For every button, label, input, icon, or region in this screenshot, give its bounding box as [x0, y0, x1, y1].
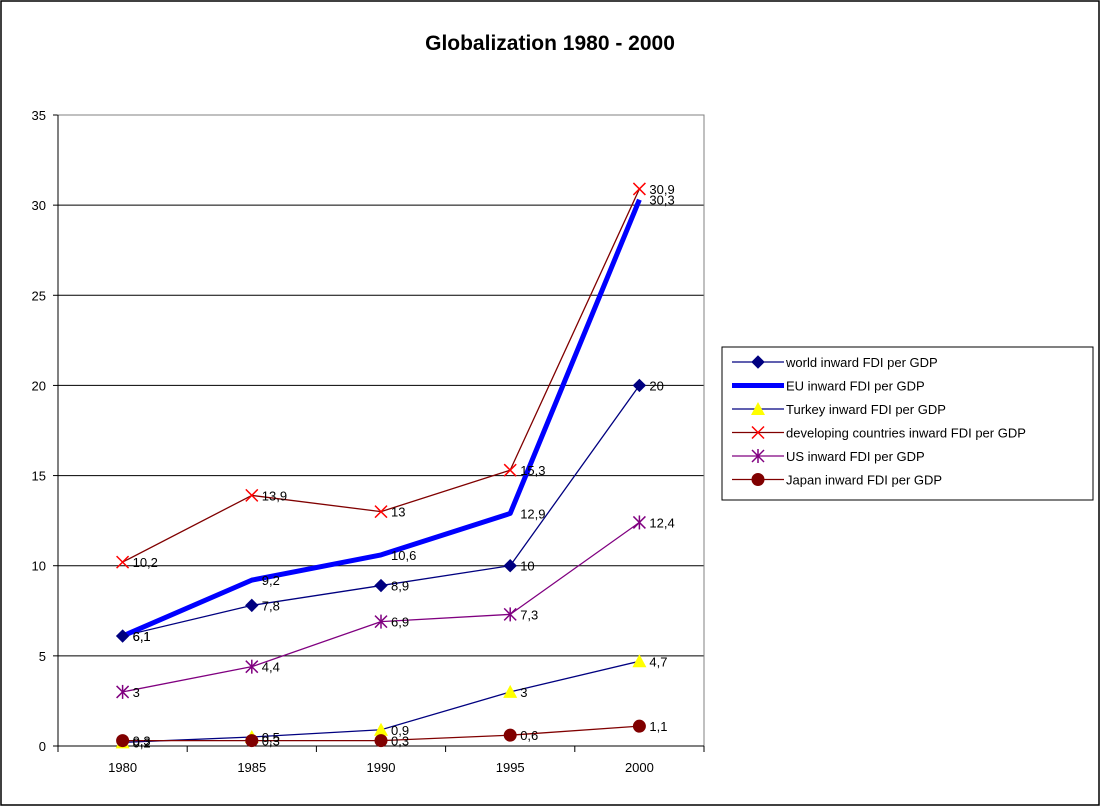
- data-point-s5-3: [503, 728, 517, 742]
- data-point-s4-0: [116, 684, 130, 699]
- data-label-s1-2: 10,6: [391, 548, 416, 563]
- data-point-s0-0: [115, 629, 130, 643]
- data-point-s3-4-stroke: [632, 182, 646, 196]
- y-tick-label: 0: [39, 739, 46, 754]
- legend-marker-stroke: [751, 425, 765, 440]
- data-label-s3-2: 13: [391, 505, 405, 520]
- data-label-s1-0: 6,1: [133, 629, 151, 644]
- series-line-1: [121, 198, 642, 639]
- data-point-s4-2: [374, 614, 388, 629]
- data-label-s5-0: 0,3: [133, 734, 151, 749]
- data-label-s5-4: 1,1: [649, 719, 667, 734]
- legend-item: EU inward FDI per GDP: [732, 379, 925, 394]
- data-label-s1-4: 30,3: [649, 193, 674, 208]
- data-label-s5-2: 0,3: [391, 734, 409, 749]
- legend-label: world inward FDI per GDP: [785, 355, 938, 370]
- data-label-s2-1: 0,5: [262, 730, 280, 745]
- y-tick-label: 30: [32, 198, 46, 213]
- data-point-s2-2: [374, 722, 388, 736]
- data-label-s4-0: 3: [133, 685, 140, 700]
- data-point-s5-2: [374, 734, 388, 748]
- chart-title: Globalization 1980 - 2000: [425, 32, 675, 55]
- legend-marker: [751, 402, 765, 415]
- data-point-s3-1-stroke: [245, 488, 259, 502]
- data-point-s3-1: [245, 488, 259, 502]
- data-label-s0-0: 6,1: [133, 629, 151, 644]
- plot-background: [58, 115, 704, 746]
- y-tick-label: 35: [32, 108, 46, 123]
- x-tick-label: 1980: [108, 760, 137, 775]
- data-point-s3-2: [374, 505, 388, 519]
- legend-label: developing countries inward FDI per GDP: [786, 426, 1026, 441]
- data-point-s3-0-stroke: [116, 555, 130, 569]
- data-point-s3-4: [632, 182, 646, 196]
- data-label-s3-0: 10,2: [133, 555, 158, 570]
- data-label-s4-1: 4,4: [262, 660, 280, 675]
- data-point-s3-3-stroke: [503, 463, 517, 477]
- data-point-s3-3: [503, 463, 517, 477]
- data-point-s5-1: [245, 734, 259, 748]
- data-point-s2-3: [503, 684, 518, 698]
- x-tick-label: 1990: [367, 760, 396, 775]
- legend-marker: [751, 449, 765, 463]
- data-point-s4-4: [632, 515, 646, 530]
- data-label-s2-0: 0,2: [133, 735, 151, 750]
- data-label-s2-2: 0,9: [391, 723, 409, 738]
- legend-item: developing countries inward FDI per GDP: [732, 426, 1026, 441]
- data-label-s5-1: 0,3: [262, 734, 280, 749]
- data-label-s0-2: 8,9: [391, 579, 409, 594]
- data-label-s2-4: 4,7: [649, 654, 667, 669]
- data-point-s5-0: [116, 734, 130, 748]
- y-tick-label: 25: [32, 288, 46, 303]
- legend-label: US inward FDI per GDP: [786, 449, 925, 464]
- data-point-s0-3: [503, 559, 517, 573]
- legend-item: Japan inward FDI per GDP: [732, 473, 942, 488]
- data-label-s4-2: 6,9: [391, 615, 409, 630]
- x-tick-label: 1985: [237, 760, 266, 775]
- legend-item: world inward FDI per GDP: [732, 355, 938, 370]
- legend-item: US inward FDI per GDP: [732, 449, 925, 464]
- data-point-s3-0: [116, 555, 130, 569]
- legend: world inward FDI per GDP EU inward FDI pe…: [721, 346, 1094, 501]
- data-label-s1-3: 12,9: [520, 506, 545, 521]
- data-point-s4-3: [503, 607, 517, 622]
- x-tick-label: 2000: [625, 760, 654, 775]
- data-label-s1-1: 9,2: [262, 573, 280, 588]
- plot-area: 0 5 10 15 20 25 30 35 1980 1985 1990 1995 2000 6,1 7,8…: [32, 108, 705, 775]
- legend-box: [721, 346, 1094, 501]
- data-point-s0-1: [245, 598, 259, 613]
- data-point-s2-4: [632, 654, 647, 668]
- data-label-s3-3: 15,3: [520, 463, 545, 478]
- data-point-s4-1: [245, 659, 259, 674]
- legend-label: EU inward FDI per GDP: [786, 379, 925, 394]
- y-tick-label: 10: [32, 559, 46, 574]
- y-tick-label: 20: [32, 378, 46, 393]
- x-tick-label: 1995: [496, 760, 525, 775]
- legend-item: Turkey inward FDI per GDP: [732, 402, 946, 417]
- data-label-s0-1: 7,8: [262, 598, 280, 613]
- legend-marker: [751, 355, 765, 369]
- data-label-s0-3: 10: [520, 559, 534, 574]
- data-point-s3-2-stroke: [374, 505, 388, 519]
- data-label-s3-1: 13,9: [262, 488, 287, 503]
- legend-marker: [751, 425, 765, 440]
- data-label-s5-3: 0,6: [520, 728, 538, 743]
- data-point-s0-2: [374, 578, 388, 593]
- data-point-s0-4: [632, 378, 647, 393]
- legend-label: Japan inward FDI per GDP: [786, 473, 942, 488]
- data-label-s3-4: 30,9: [649, 182, 674, 197]
- legend-marker: [751, 473, 765, 486]
- data-label-s0-4: 20: [649, 378, 663, 393]
- y-tick-label: 15: [32, 469, 46, 484]
- y-tick-label: 5: [39, 649, 46, 664]
- data-label-s4-4: 12,4: [649, 515, 674, 530]
- legend-label: Turkey inward FDI per GDP: [786, 402, 946, 417]
- data-point-s5-4: [632, 719, 646, 733]
- data-label-s2-3: 3: [520, 685, 527, 700]
- data-label-s4-3: 7,3: [520, 607, 538, 622]
